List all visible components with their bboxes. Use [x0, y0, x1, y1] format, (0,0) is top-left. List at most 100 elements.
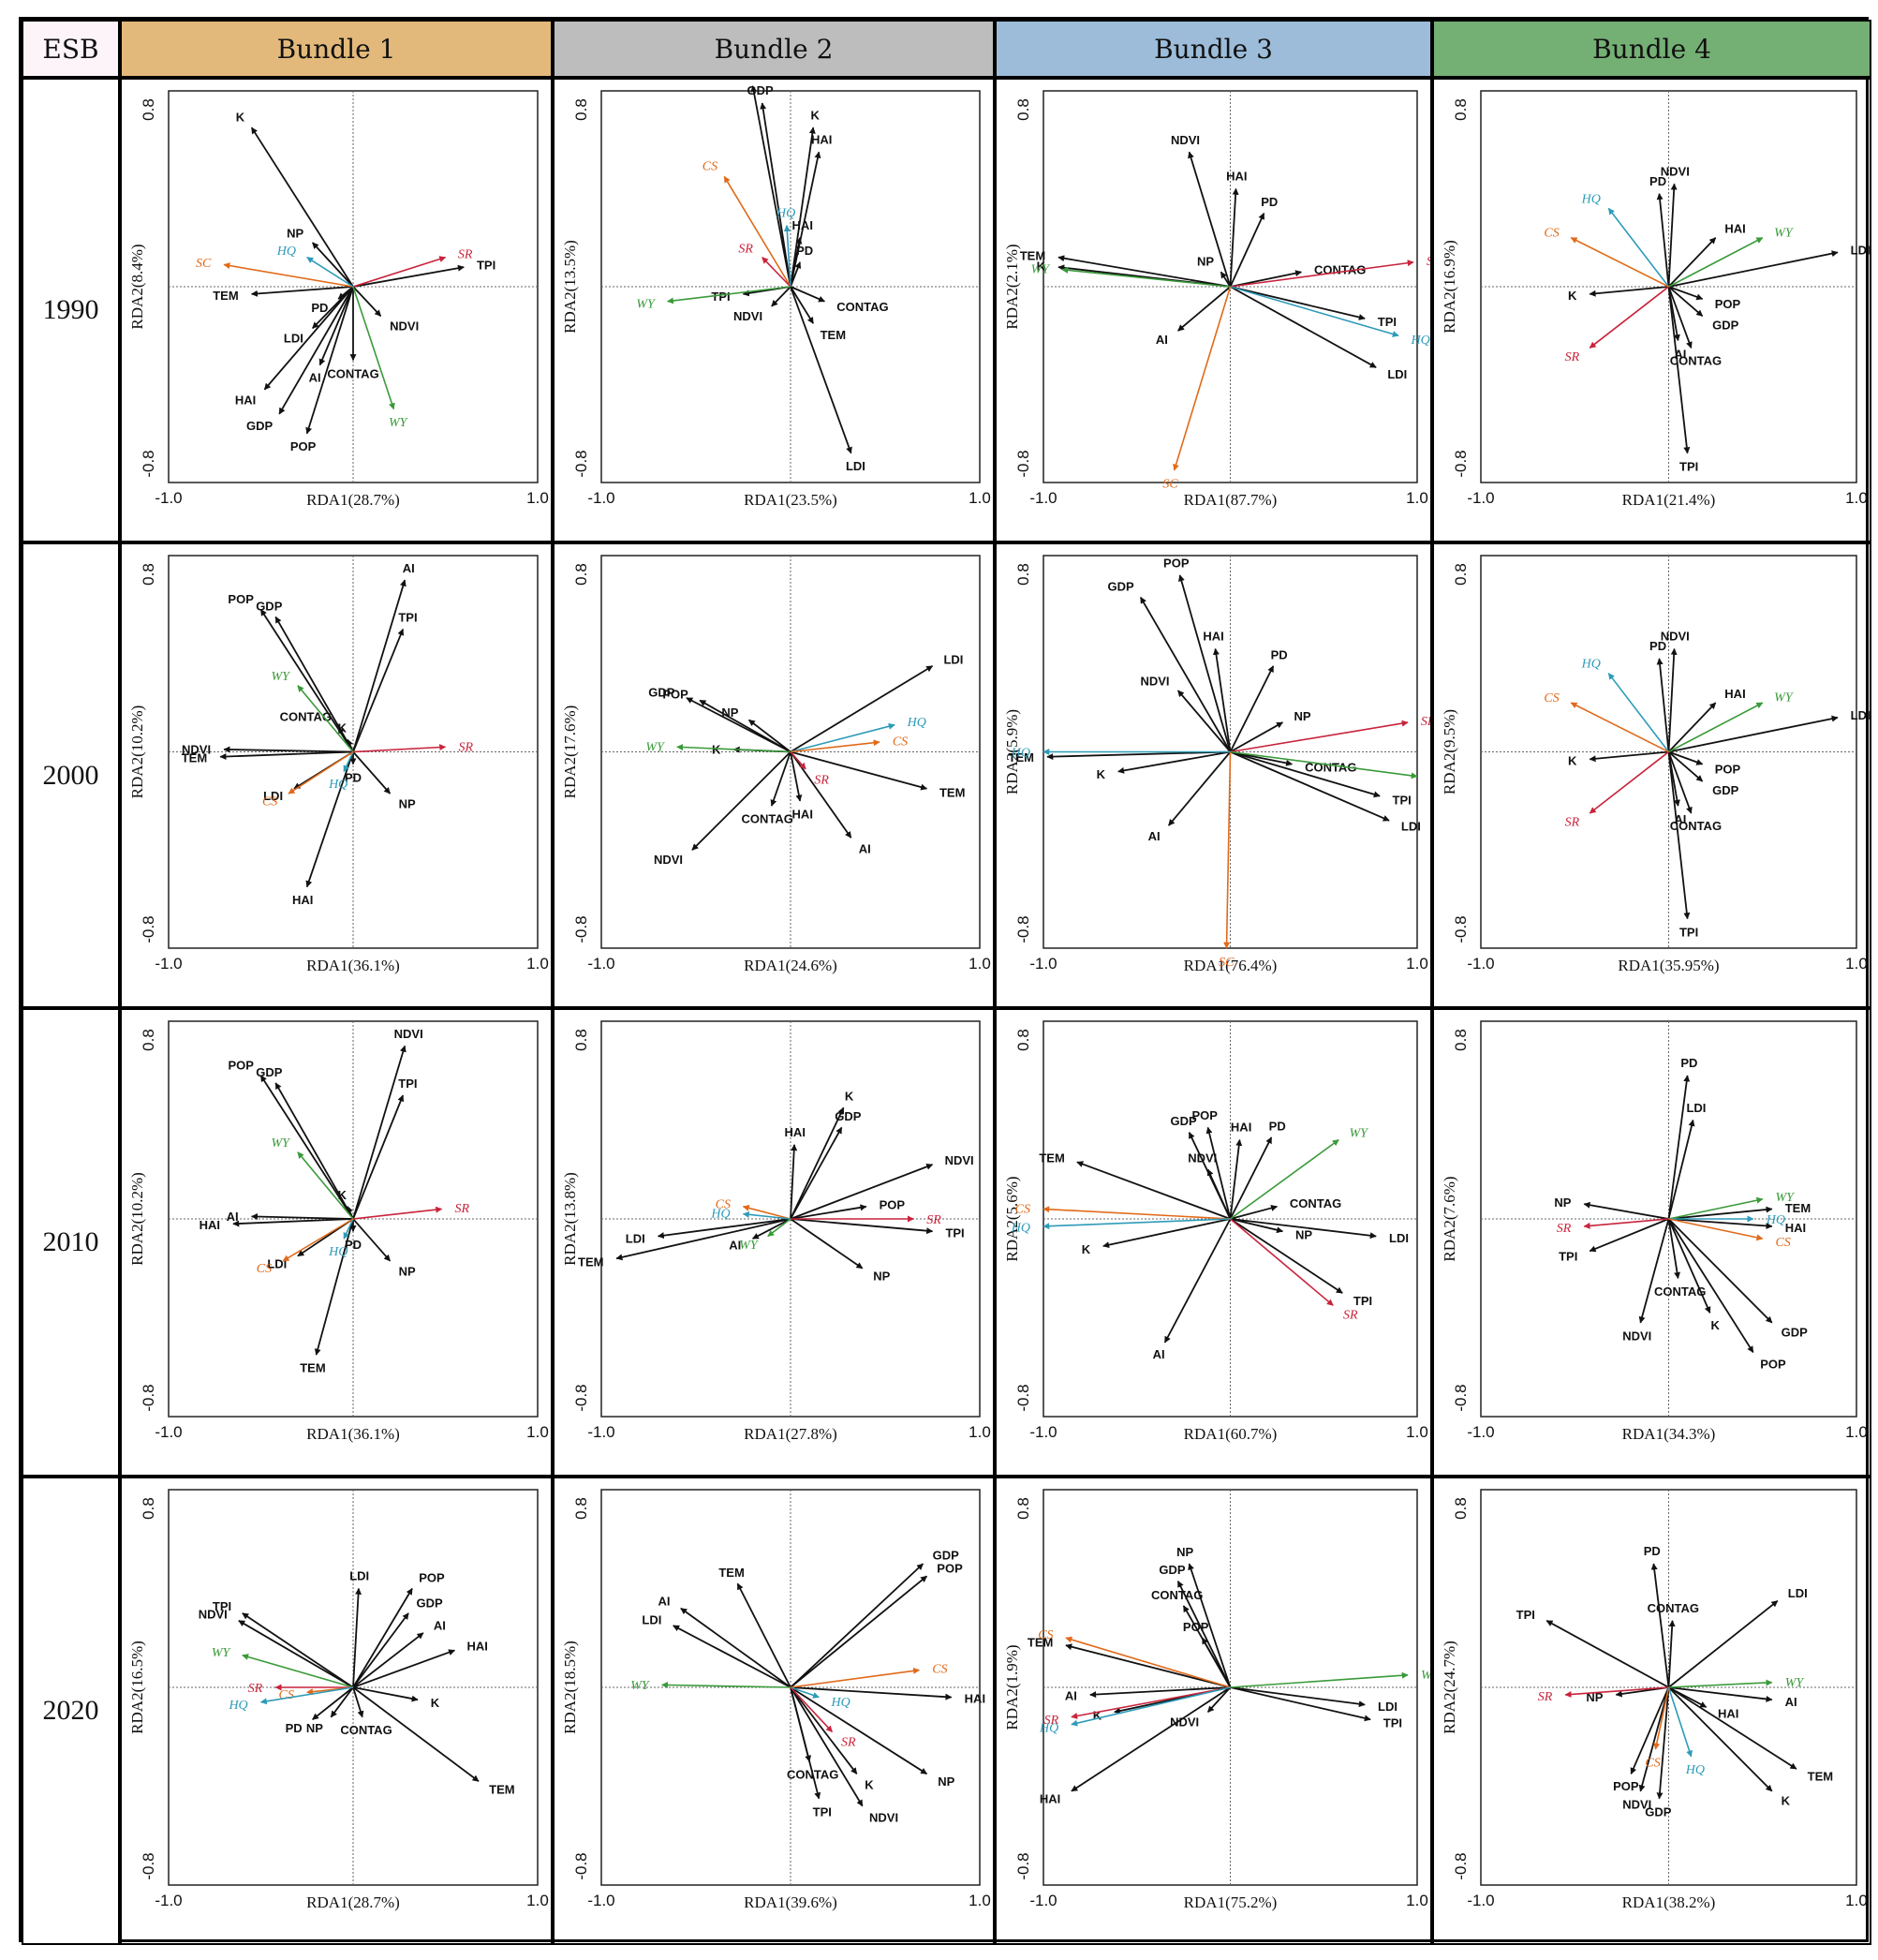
service-wy-label: WY — [1421, 1669, 1430, 1683]
service-sr-label: SR — [1343, 1308, 1358, 1322]
factor-gdp-arrow — [1667, 286, 1704, 318]
x-tick-label: -1.0 — [587, 955, 614, 973]
bundle-4-header-label: Bundle 4 — [1592, 33, 1711, 65]
service-hq-arrow — [1071, 1686, 1231, 1727]
service-wy-arrow — [242, 1654, 354, 1688]
factor-hai-label: HAI — [1231, 1121, 1251, 1135]
factor-pop-label: POP — [937, 1561, 963, 1575]
service-wy-label: WY — [272, 1136, 292, 1151]
year-2020-label: 2020 — [22, 1477, 120, 1945]
factor-tpi-label: TPI — [398, 1077, 417, 1091]
factor-tem-arrow — [1046, 750, 1231, 761]
factor-hai-arrow — [790, 1144, 798, 1220]
x-tick-label: -1.0 — [1029, 489, 1057, 507]
service-sc-label: SC — [196, 257, 212, 271]
plot-2000-bundle-1: -1.0 1.0 0.8 -0.8 RDA1(36.1%) RDA2(10.2%) AI TP… — [120, 542, 553, 1008]
factor-ldi-label: LDI — [284, 331, 303, 345]
y-axis-label: RDA2(13.8%) — [561, 1172, 579, 1266]
factor-pop-arrow — [699, 699, 791, 753]
y-axis-label: RDA2(2.1%) — [1003, 244, 1021, 329]
y-axis-label: RDA2(8.4%) — [128, 244, 146, 329]
factor-tpi-arrow — [352, 1094, 405, 1220]
factor-tem-label: TEM — [213, 289, 238, 303]
factor-tpi-arrow — [1230, 286, 1366, 320]
service-cs-label: CS — [1038, 1628, 1053, 1642]
factor-tpi-arrow — [1667, 286, 1691, 454]
factor-ndvi-arrow — [790, 1163, 934, 1220]
factor-ndvi-arrow — [1206, 1686, 1232, 1713]
service-cs-arrow — [742, 1205, 791, 1220]
y-tick-label: -0.8 — [1452, 1384, 1470, 1411]
factor-k-label: K — [338, 721, 348, 735]
rda-biplot: -1.0 1.0 0.8 -0.8 RDA1(39.6%) RDA2(18.5%) GDPP… — [561, 1489, 991, 1911]
year-label-text: 2010 — [42, 1226, 99, 1257]
factor-hai-arrow — [790, 751, 803, 802]
factor-ndvi-arrow — [771, 286, 791, 307]
factor-hai-arrow — [1667, 237, 1717, 288]
service-cs-arrow — [790, 1667, 921, 1688]
factor-gdp-label: GDP — [1171, 1114, 1198, 1128]
service-hq-arrow — [790, 1686, 820, 1699]
factor-np-label: NP — [399, 797, 416, 811]
plot-1990-bundle-3: -1.0 1.0 0.8 -0.8 RDA1(87.7%) RDA2(2.1%) NDVI H… — [995, 78, 1432, 542]
service-sr-label: SR — [454, 1202, 469, 1216]
y-tick-label: 0.8 — [140, 1029, 157, 1051]
factor-tpi-label: TPI — [711, 290, 730, 304]
factor-k-arrow — [1117, 750, 1231, 774]
y-axis-label: RDA2(7.6%) — [1441, 1176, 1458, 1261]
service-cs-arrow — [288, 750, 354, 794]
service-wy-label: WY — [212, 1646, 232, 1660]
factor-ndvi-label: NDVI — [390, 319, 419, 334]
factor-pop-arrow — [352, 1587, 413, 1688]
factor-contag-arrow — [1667, 286, 1693, 349]
y-tick-label: 0.8 — [140, 563, 157, 586]
factor-gdp-arrow — [790, 1126, 843, 1220]
plot-2010-bundle-2: -1.0 1.0 0.8 -0.8 RDA1(27.8%) RDA2(13.8%) K GDP… — [553, 1008, 995, 1477]
x-tick-label: 1.0 — [969, 955, 991, 973]
factor-hai-label: HAI — [1040, 1791, 1060, 1805]
factor-ldi-label: LDI — [943, 653, 963, 667]
factor-ldi-arrow — [1230, 750, 1390, 822]
factor-ai-label: AI — [1156, 333, 1168, 347]
service-sr-arrow — [1230, 720, 1409, 753]
factor-ldi-label: LDI — [267, 1256, 287, 1270]
factor-k-arrow — [1667, 1686, 1773, 1792]
x-tick-label: 1.0 — [1845, 1892, 1868, 1909]
factor-tpi-arrow — [790, 1686, 821, 1800]
x-axis-label: RDA1(36.1%) — [306, 1425, 400, 1443]
service-cs-label: CS — [1015, 1203, 1030, 1217]
factor-contag-arrow — [770, 751, 791, 807]
x-axis-label: RDA1(39.6%) — [744, 1893, 837, 1911]
factor-pop-arrow — [1630, 1686, 1670, 1774]
factor-ai-arrow — [318, 286, 354, 366]
factor-gdp-label: GDP — [1712, 783, 1739, 797]
service-wy-arrow — [352, 286, 395, 410]
factor-hai-label: HAI — [467, 1640, 488, 1654]
factor-ndvi-arrow — [352, 1045, 407, 1220]
service-hq-arrow — [1230, 286, 1399, 337]
factor-hai-arrow — [1668, 1218, 1773, 1229]
factor-ldi-label: LDI — [1401, 819, 1421, 833]
x-tick-label: -1.0 — [587, 1892, 614, 1909]
rda-biplot: -1.0 1.0 0.8 -0.8 RDA1(35.95%) RDA2(9.5%) PDND… — [1441, 555, 1870, 974]
factor-ndvi-label: NDVI — [1622, 1329, 1651, 1343]
y-tick-label: -0.8 — [140, 1852, 157, 1879]
factor-hai-label: HAI — [792, 218, 813, 232]
service-hq-label: HQ — [1766, 1213, 1785, 1227]
factor-ldi-arrow — [1230, 286, 1377, 368]
factor-pop-arrow — [1178, 574, 1232, 752]
y-tick-label: -0.8 — [140, 1384, 157, 1411]
factor-gdp-label: GDP — [256, 599, 283, 613]
service-sr-arrow — [352, 744, 447, 753]
factor-ai-label: AI — [1148, 829, 1161, 843]
service-hq-arrow — [790, 722, 895, 753]
service-cs-label: CS — [1645, 1757, 1660, 1771]
x-tick-label: 1.0 — [1406, 489, 1428, 507]
factor-gdp-label: GDP — [1645, 1805, 1672, 1819]
factor-ldi-arrow — [790, 286, 852, 454]
factor-ai-arrow — [1668, 1686, 1773, 1702]
y-axis-label: RDA2(16.5%) — [128, 1641, 146, 1734]
rda-biplot: -1.0 1.0 0.8 -0.8 RDA1(75.2%) RDA2(1.9%) NP GDP… — [1003, 1489, 1430, 1911]
factor-pd-arrow — [790, 261, 802, 288]
factor-pop-arrow — [750, 85, 791, 288]
